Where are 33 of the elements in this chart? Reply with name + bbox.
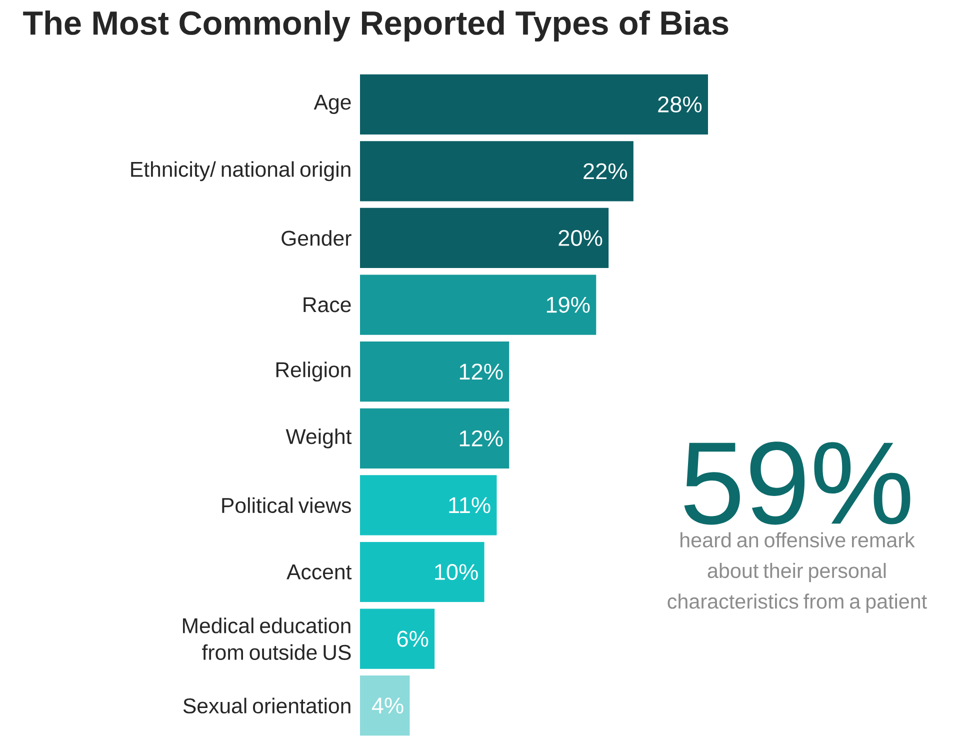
- bar: [360, 608, 435, 669]
- data-label: 22%: [584, 163, 628, 180]
- y-tick-label: Race: [304, 297, 351, 312]
- bar: [360, 475, 497, 536]
- data-label: 19%: [546, 296, 590, 313]
- y-tick-label: Sexual orientation: [183, 698, 350, 714]
- annotation: heard an offensive remark about their personal characteristics from a patient: [668, 532, 927, 613]
- annotation: 59%: [684, 442, 910, 525]
- data-label: 12%: [460, 364, 503, 380]
- data-label: 28%: [658, 96, 702, 112]
- bar: [360, 274, 596, 335]
- data-label: 4%: [372, 698, 404, 714]
- data-label: 20%: [558, 230, 602, 246]
- y-tick-label: Gender: [282, 230, 352, 246]
- y-tick-label: Accent: [286, 564, 352, 580]
- y-tick-label: Political views: [222, 497, 351, 514]
- y-tick-label: Weight: [286, 428, 352, 448]
- data-label: 6%: [397, 630, 428, 647]
- bar: [360, 408, 510, 468]
- bar: [360, 676, 410, 736]
- bar: [360, 208, 609, 268]
- y-tick-label: Age: [314, 94, 351, 114]
- data-label: 11%: [449, 497, 490, 514]
- y-tick-label: Religion: [276, 362, 350, 382]
- data-label: 12%: [460, 430, 503, 446]
- y-tick-label: Medical education from outside US: [183, 618, 351, 660]
- bar: [360, 141, 634, 202]
- bar: [360, 74, 708, 134]
- bar: [360, 342, 510, 402]
- bar: [360, 542, 484, 602]
- y-tick-label: Ethnicity/ national origin: [131, 161, 350, 182]
- data-label: 10%: [435, 564, 478, 580]
- chart-title: The Most Commonly Reported Types of Bias: [23, 10, 728, 42]
